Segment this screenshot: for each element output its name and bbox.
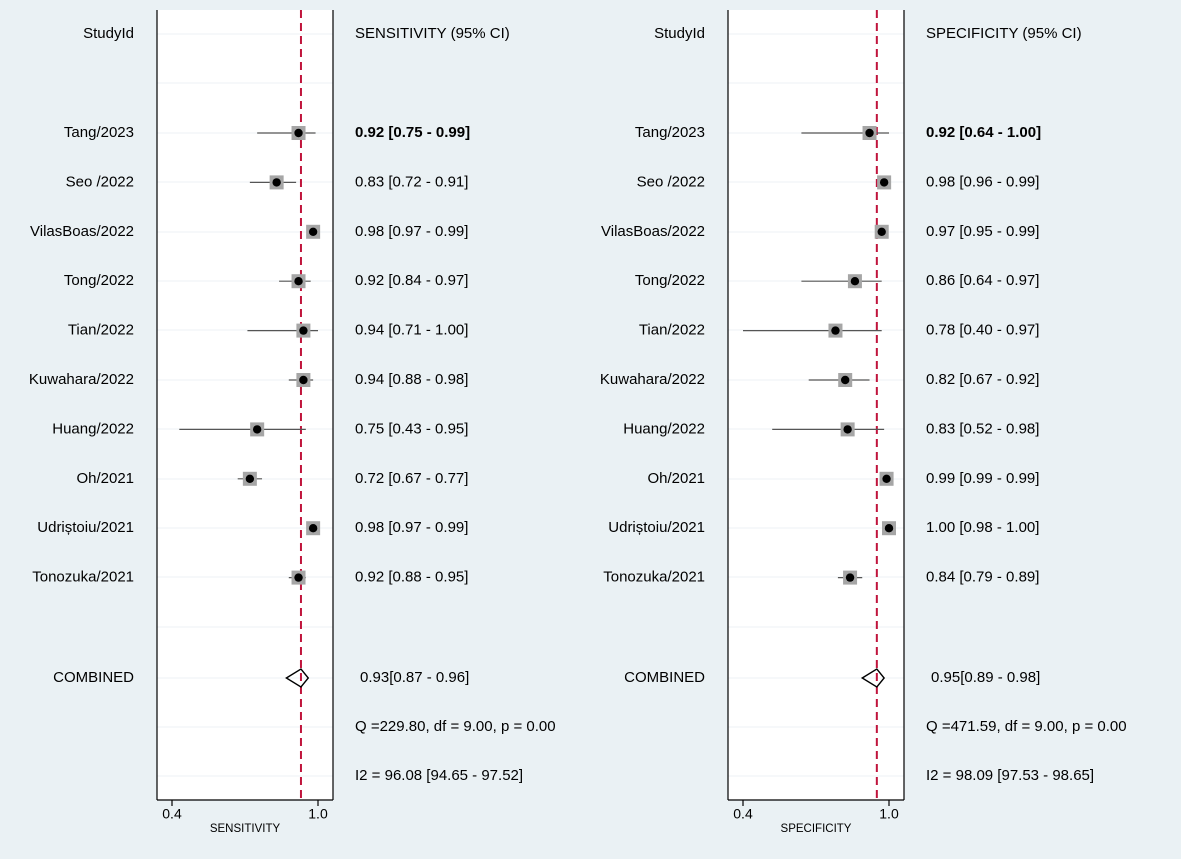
panel-2-study-label: VilasBoas/2022 <box>601 223 705 240</box>
panel-2-study-label: Huang/2022 <box>623 420 705 437</box>
panel-1-combined-label: COMBINED <box>53 669 134 686</box>
panel-1-point-estimate <box>294 128 303 138</box>
panel-2-x-tick-label: 0.4 <box>733 806 753 822</box>
panel-2-point-estimate <box>884 524 894 533</box>
panel-2-point-estimate <box>879 178 889 187</box>
panel-1-study-label: Tonozuka/2021 <box>32 569 134 586</box>
panel-1-study-ci-text: 0.94 [0.71 - 1.00] <box>355 322 468 339</box>
panel-1-point-estimate <box>294 573 303 582</box>
panel-1-point-estimate <box>294 277 303 286</box>
panel-1-point-estimate <box>308 227 318 236</box>
panel-1-point-estimate <box>299 326 308 335</box>
panel-2-study-ci-text: 0.83 [0.52 - 0.98] <box>926 420 1039 437</box>
panel-2-study-label: Tong/2022 <box>635 272 705 289</box>
panel-2-x-tick-label: 1.0 <box>879 806 899 822</box>
panel-2-study-ci-text: 0.99 [0.99 - 0.99] <box>926 470 1039 487</box>
panel-1-point-estimate <box>272 178 281 187</box>
panel-1-study-label: Tong/2022 <box>64 272 134 289</box>
panel-1-study-label: Oh/2021 <box>76 470 134 487</box>
panel-2-combined-label: COMBINED <box>624 669 705 686</box>
panel-1-study-ci-text: 0.92 [0.75 - 0.99] <box>355 124 470 141</box>
panel-1-study-label: Udriștoiu/2021 <box>37 519 134 536</box>
panel-2-header-study-label: StudyId <box>654 25 705 42</box>
panel-1-point-estimate <box>299 375 308 385</box>
panel-1-combined-ci-text: 0.93[0.87 - 0.96] <box>360 669 469 686</box>
panel-2-point-estimate <box>877 227 886 236</box>
panel-2-study-ci-text: 0.98 [0.96 - 0.99] <box>926 173 1039 190</box>
panel-1-study-ci-text: 0.92 [0.84 - 0.97] <box>355 272 468 289</box>
panel-1-heterogeneity-i2: I2 = 96.08 [94.65 - 97.52] <box>355 767 523 784</box>
panel-1-heterogeneity-q: Q =229.80, df = 9.00, p = 0.00 <box>355 718 556 735</box>
panel-1-study-label: Kuwahara/2022 <box>29 371 134 388</box>
panel-2-study-label: Tian/2022 <box>639 322 705 339</box>
panel-1-study-ci-text: 0.98 [0.97 - 0.99] <box>355 223 468 240</box>
panel-2-point-estimate <box>882 474 891 483</box>
panel-2-x-axis-title: SPECIFICITY <box>781 823 852 835</box>
panel-1-point-estimate <box>245 474 255 483</box>
panel-1-x-axis-title: SENSITIVITY <box>210 823 281 835</box>
panel-1-study-ci-text: 0.94 [0.88 - 0.98] <box>355 371 468 388</box>
panel-1-study-ci-text: 0.92 [0.88 - 0.95] <box>355 569 468 586</box>
panel-2-header-value-label: SPECIFICITY (95% CI) <box>926 25 1082 42</box>
panel-1-combined-diamond <box>285 668 310 688</box>
panel-2-study-ci-text: 0.97 [0.95 - 0.99] <box>926 223 1039 240</box>
panel-2-combined-diamond <box>860 668 886 688</box>
panel-1-study-ci-text: 0.72 [0.67 - 0.77] <box>355 470 468 487</box>
panel-1-point-estimate <box>252 425 262 434</box>
panel-1-study-label: Tian/2022 <box>68 322 134 339</box>
panel-1-header-study-label: StudyId <box>83 25 134 42</box>
panel-1-study-label: VilasBoas/2022 <box>30 223 134 240</box>
panel-2-study-ci-text: 1.00 [0.98 - 1.00] <box>926 519 1039 536</box>
panel-2-study-label: Tang/2023 <box>635 124 705 141</box>
panel-2-point-estimate <box>843 425 852 434</box>
panel-2-point-estimate <box>865 128 874 138</box>
panel-1-point-estimate <box>308 524 318 533</box>
panel-2-study-label: Seo /2022 <box>637 173 705 190</box>
panel-2-point-estimate <box>845 573 855 582</box>
panel-2-study-ci-text: 0.78 [0.40 - 0.97] <box>926 322 1039 339</box>
panel-2-plot-area <box>728 10 904 800</box>
panel-2-point-estimate <box>831 326 840 335</box>
panel-1-x-tick-label: 0.4 <box>162 806 182 822</box>
panel-1-study-ci-text: 0.98 [0.97 - 0.99] <box>355 519 468 536</box>
panel-2-study-label: Tonozuka/2021 <box>603 569 705 586</box>
panel-2-point-estimate <box>850 277 860 286</box>
panel-1-x-tick-label: 1.0 <box>308 806 328 822</box>
panel-2-study-ci-text: 0.84 [0.79 - 0.89] <box>926 569 1039 586</box>
panel-2-point-estimate <box>841 375 850 385</box>
panel-2-heterogeneity-q: Q =471.59, df = 9.00, p = 0.00 <box>926 718 1127 735</box>
panel-1-plot-area <box>157 10 333 800</box>
panel-2-study-ci-text: 0.92 [0.64 - 1.00] <box>926 124 1041 141</box>
panel-2-study-label: Kuwahara/2022 <box>600 371 705 388</box>
panel-2-combined-ci-text: 0.95[0.89 - 0.98] <box>931 669 1040 686</box>
panel-1-study-label: Huang/2022 <box>52 420 134 437</box>
panel-1-study-ci-text: 0.83 [0.72 - 0.91] <box>355 173 468 190</box>
panel-2-study-label: Oh/2021 <box>647 470 705 487</box>
panel-1-header-value-label: SENSITIVITY (95% CI) <box>355 25 510 42</box>
panel-2-heterogeneity-i2: I2 = 98.09 [97.53 - 98.65] <box>926 767 1094 784</box>
panel-1-study-label: Tang/2023 <box>64 124 134 141</box>
panel-2-study-ci-text: 0.86 [0.64 - 0.97] <box>926 272 1039 289</box>
panel-1-study-label: Seo /2022 <box>66 173 134 190</box>
panel-1-study-ci-text: 0.75 [0.43 - 0.95] <box>355 420 468 437</box>
panel-2-study-label: Udriștoiu/2021 <box>608 519 705 536</box>
panel-2-study-ci-text: 0.82 [0.67 - 0.92] <box>926 371 1039 388</box>
